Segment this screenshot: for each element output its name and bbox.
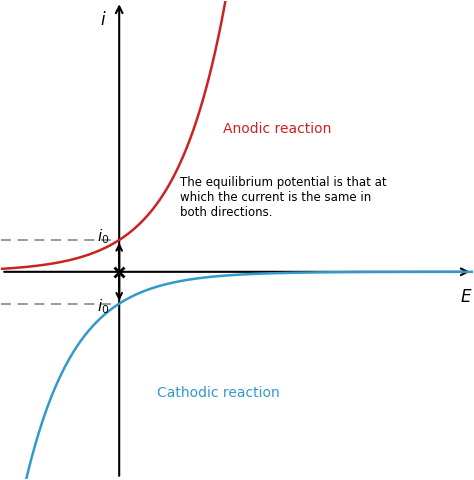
Text: E: E <box>460 288 471 306</box>
Text: i: i <box>100 11 105 29</box>
Text: $i_0$: $i_0$ <box>98 228 110 246</box>
Text: $i_0$: $i_0$ <box>98 298 110 316</box>
Text: Anodic reaction: Anodic reaction <box>223 121 331 136</box>
Text: The equilibrium potential is that at
which the current is the same in
both direc: The equilibrium potential is that at whi… <box>181 176 387 219</box>
Text: Cathodic reaction: Cathodic reaction <box>157 386 280 400</box>
